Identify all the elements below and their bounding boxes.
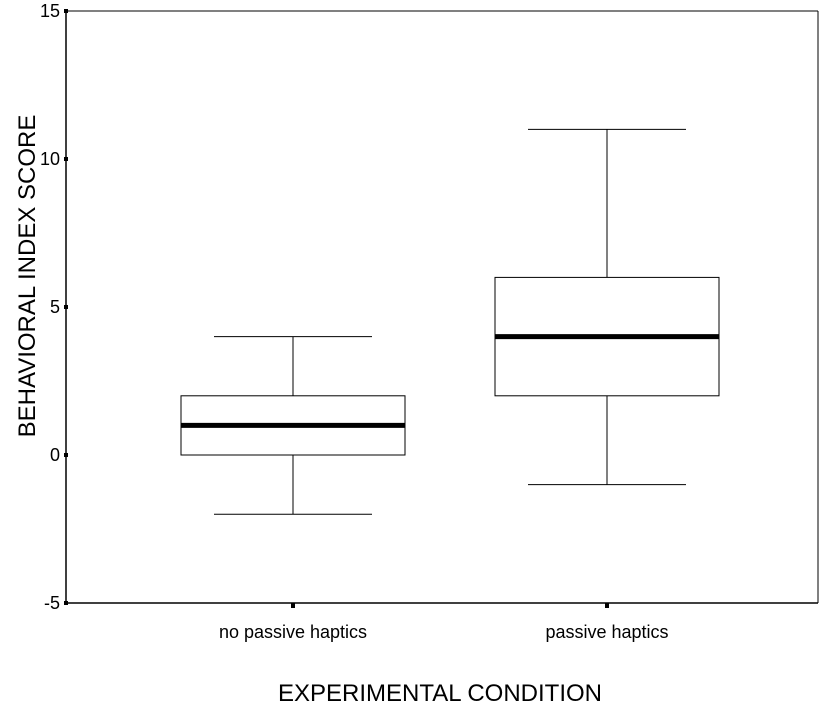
boxes (180, 128, 720, 515)
y-tick-label: -5 (44, 593, 60, 613)
y-tick-label: 15 (40, 1, 60, 21)
box-group (180, 336, 406, 515)
y-tick-label: 5 (50, 297, 60, 317)
x-axis: no passive haptics passive haptics (219, 603, 669, 642)
x-tick (605, 603, 609, 608)
y-axis-title: BEHAVIORAL INDEX SCORE (14, 115, 41, 438)
y-tick (64, 305, 68, 309)
y-tick (64, 9, 68, 13)
y-tick-label: 0 (50, 445, 60, 465)
x-tick-label: passive haptics (545, 622, 668, 642)
y-tick (64, 157, 68, 161)
y-tick (64, 601, 68, 605)
box-group (494, 128, 720, 486)
x-tick-label: no passive haptics (219, 622, 367, 642)
y-tick (64, 453, 68, 457)
y-axis: -5 0 5 10 15 (40, 1, 68, 613)
x-axis-title: EXPERIMENTAL CONDITION (278, 680, 602, 707)
x-tick (291, 603, 295, 608)
y-tick-label: 10 (40, 149, 60, 169)
